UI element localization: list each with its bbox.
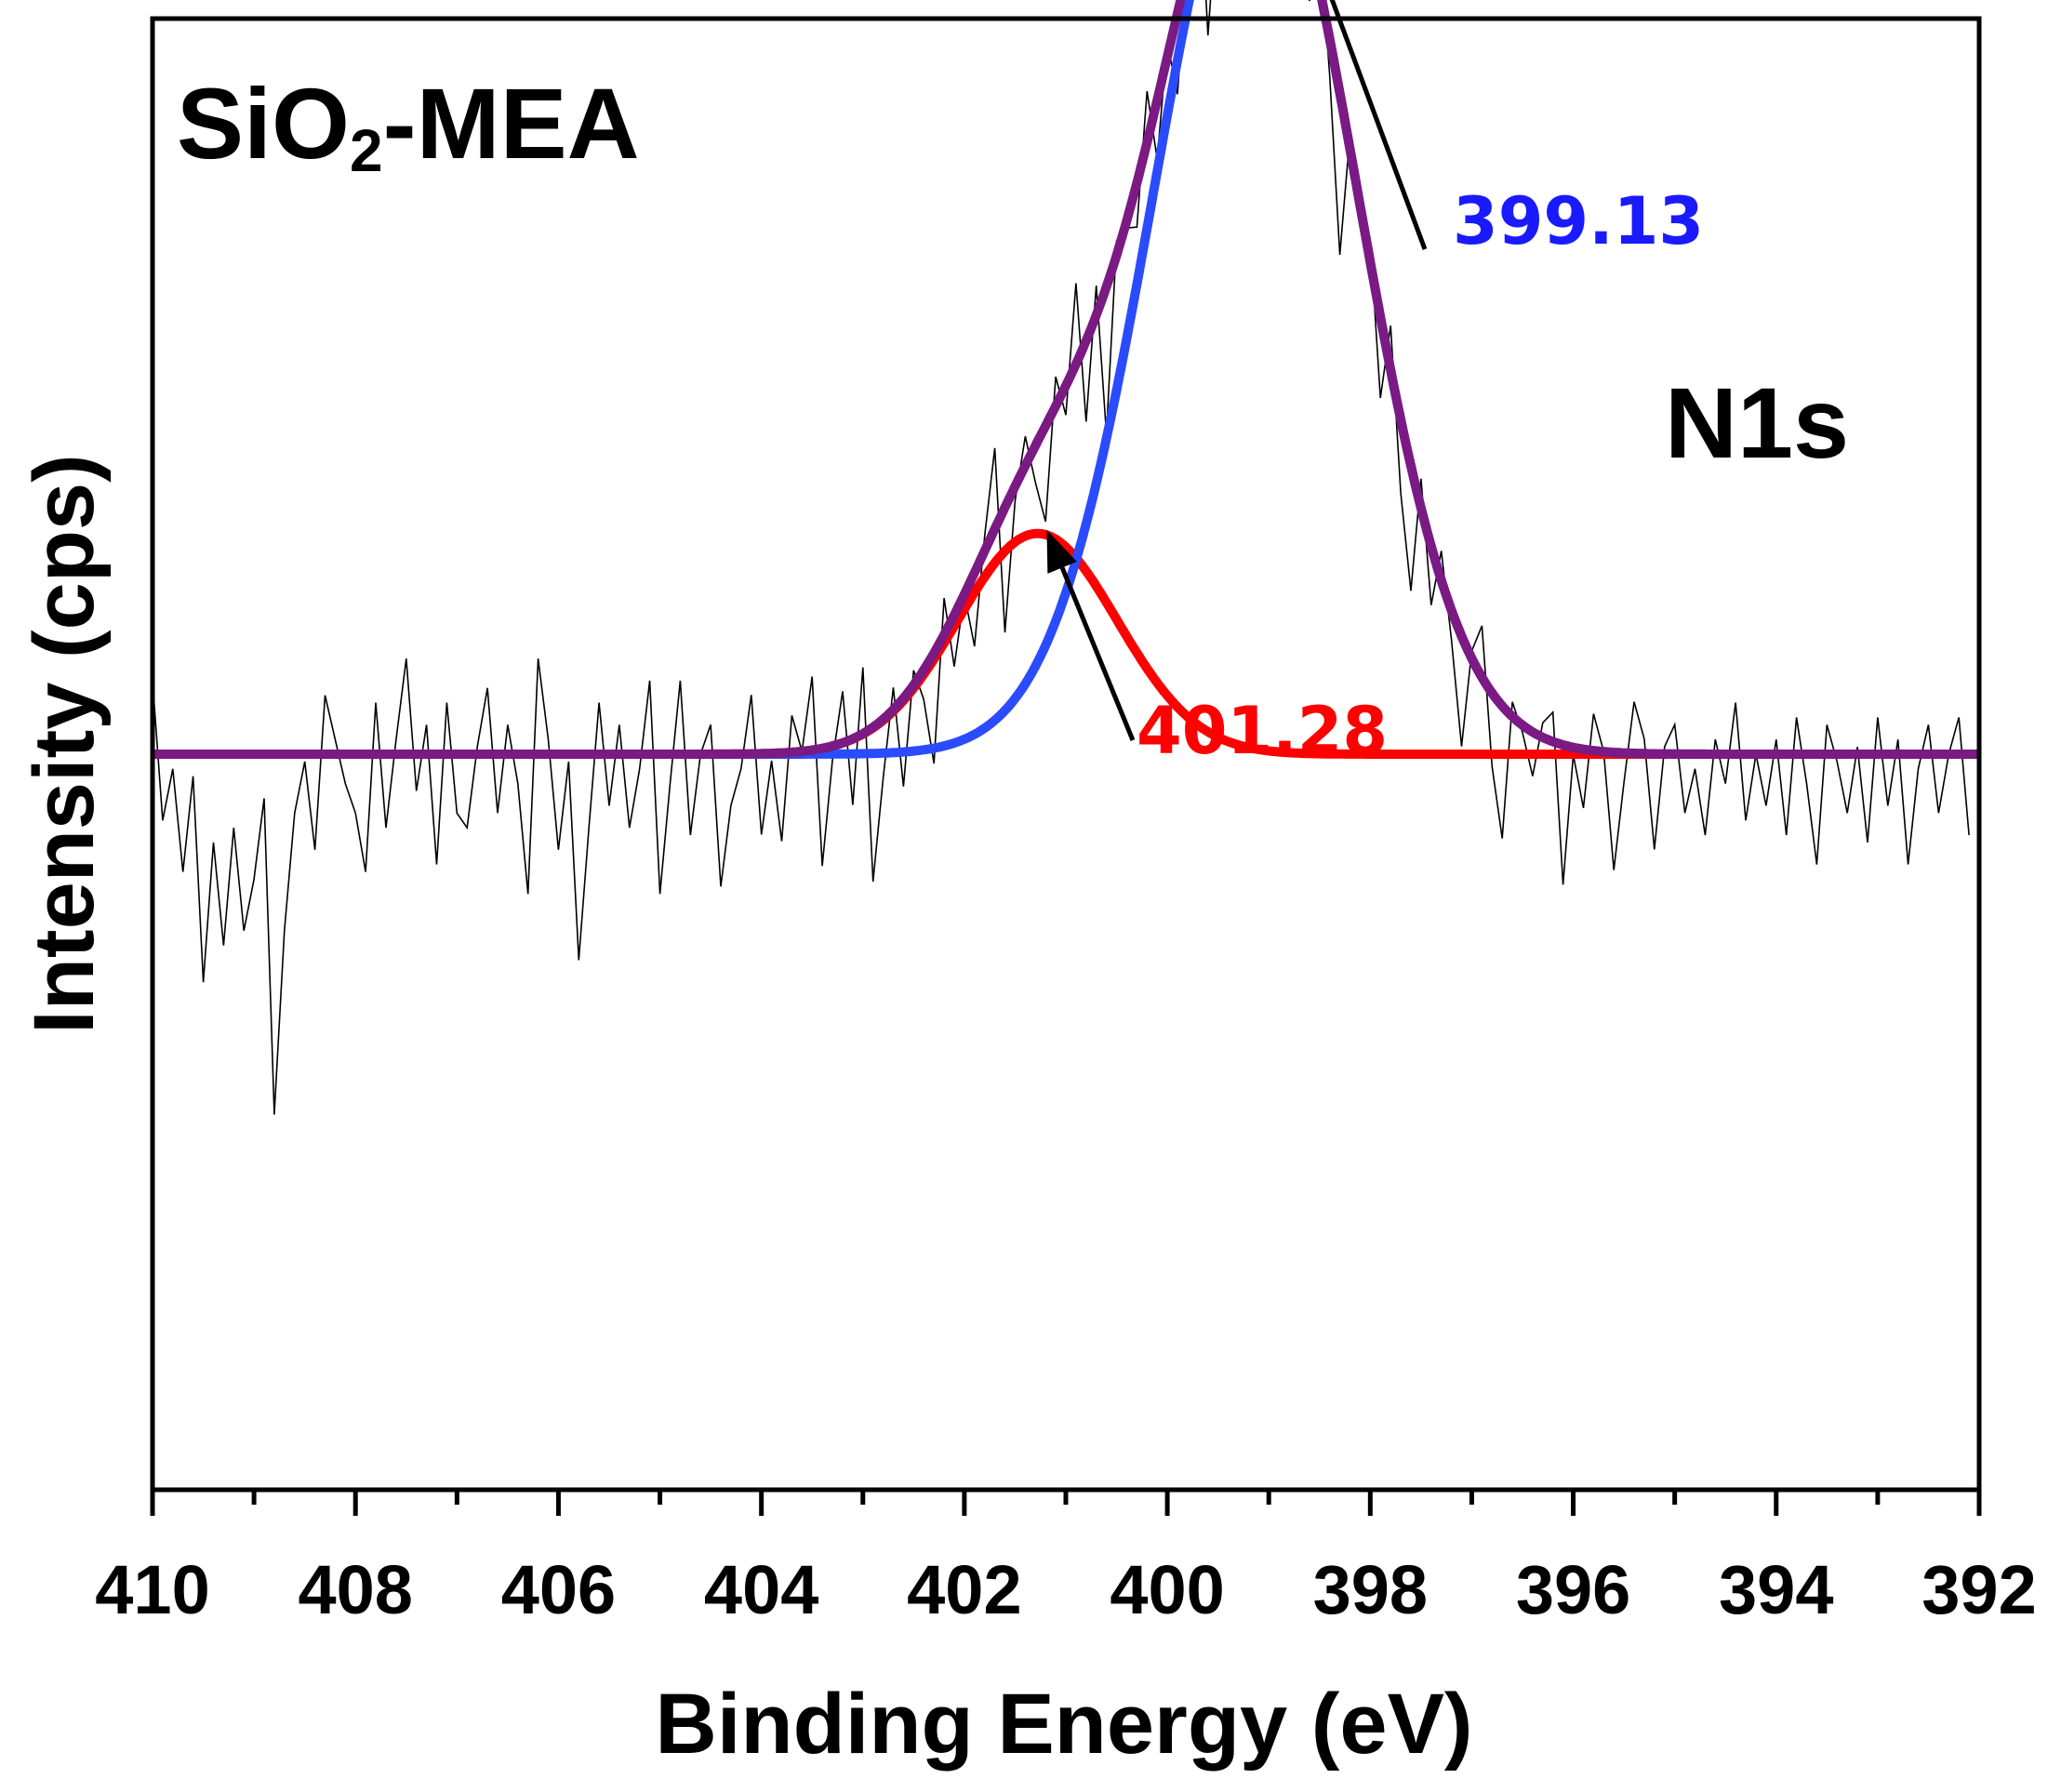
peak-label-401-28: 401.28 [1137, 693, 1388, 769]
fit-component-line-401-28 [150, 528, 1982, 759]
x-axis-tick-labels: 410 408 406 404 402 400 398 396 394 392 [95, 1551, 2036, 1628]
peak-label-399-13: 399.13 [1453, 183, 1704, 259]
x-tick-label: 400 [1110, 1551, 1224, 1628]
x-axis-ticks [150, 1490, 1982, 1516]
x-tick-label: 406 [501, 1551, 616, 1628]
fit-envelope-line [150, 0, 1982, 759]
x-axis-title: Binding Energy (eV) [655, 1677, 1472, 1772]
x-tick-label: 396 [1516, 1551, 1630, 1628]
arrow-401-28 [1046, 529, 1136, 741]
x-tick-label: 398 [1313, 1551, 1428, 1628]
panel-label-n1s: N1s [1665, 366, 1849, 479]
x-tick-label: 410 [95, 1551, 209, 1628]
y-axis-title: Intensity (cps) [17, 454, 112, 1034]
peak-annotations: 399.13 401.28 [1046, 0, 1704, 769]
x-tick-label: 394 [1719, 1551, 1833, 1628]
arrow-399-13 [1329, 0, 1428, 250]
x-tick-label: 404 [704, 1551, 818, 1628]
x-tick-label: 408 [298, 1551, 412, 1628]
x-tick-label: 402 [907, 1551, 1021, 1628]
x-tick-label: 392 [1921, 1551, 2036, 1628]
sample-title-prefix: SiO [177, 67, 350, 179]
sample-title-suffix: -MEA [383, 67, 640, 179]
chart-marks [150, 0, 1982, 1115]
sample-title: SiO2-MEA [177, 67, 640, 184]
sample-title-subscript: 2 [350, 117, 383, 184]
